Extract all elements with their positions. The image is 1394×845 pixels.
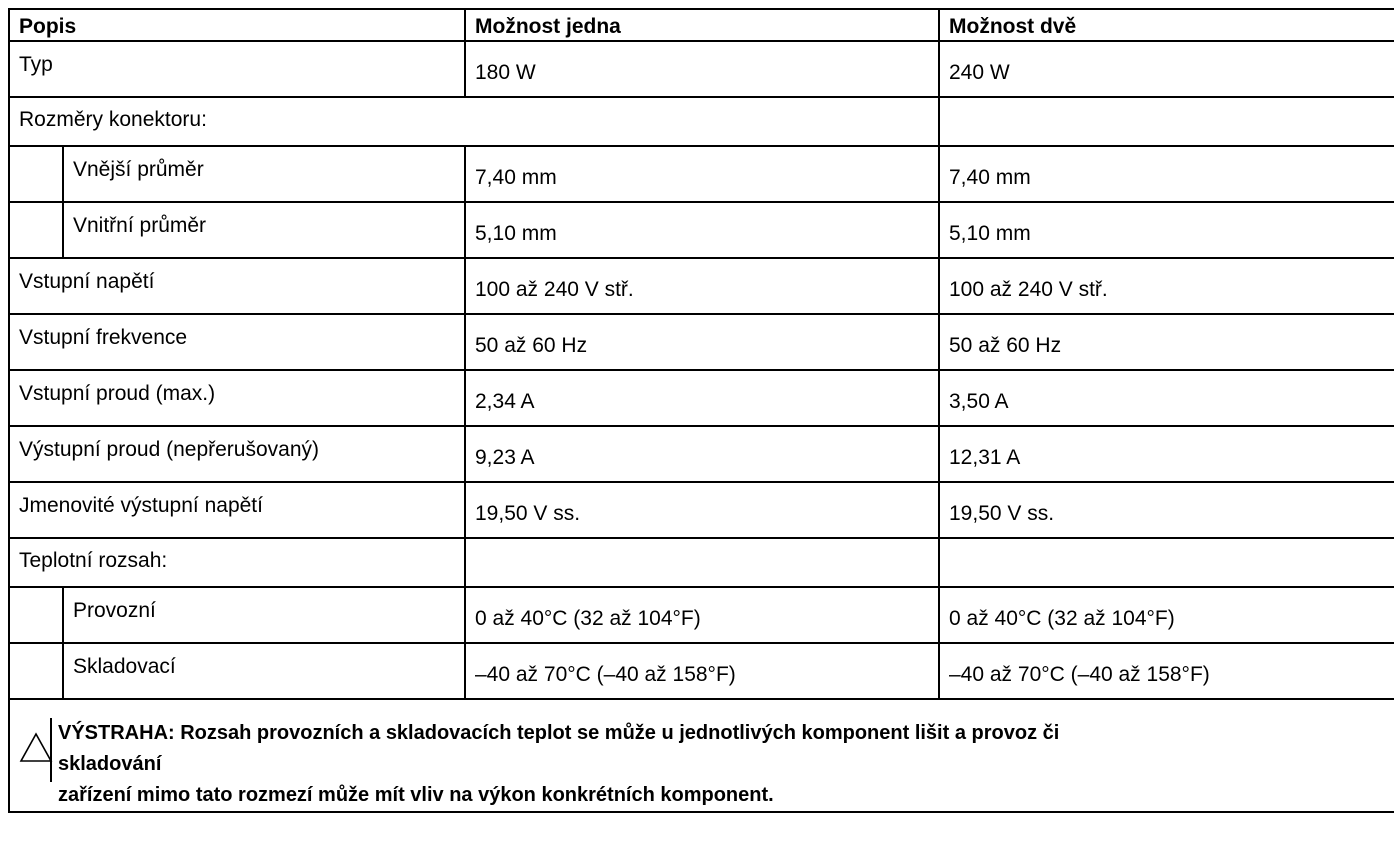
row-label-vnitrni: Vnitřní průměr (62, 201, 466, 259)
row-label-jmenovite: Jmenovité výstupní napětí (8, 481, 466, 539)
indent-cell (8, 586, 64, 644)
table-row: Vstupní napětí 100 až 240 V stř. 100 až … (8, 257, 1394, 315)
cell-vnitrni-option-1: 5,10 mm (464, 201, 940, 259)
empty-cell (938, 96, 1394, 147)
table-row: Rozměry konektoru: (8, 96, 1394, 147)
cell-provozni-option-1: 0 až 40°C (32 až 104°F) (464, 586, 940, 644)
cell-napeti-option-1: 100 až 240 V stř. (464, 257, 940, 315)
warning-triangle-icon (19, 732, 53, 762)
header-popis: Popis (8, 8, 466, 42)
table-row: Skladovací –40 až 70°C (–40 až 158°F) –4… (8, 642, 1394, 700)
cell-vystupni-proud-option-1: 9,23 A (464, 425, 940, 483)
cell-proud-option-1: 2,34 A (464, 369, 940, 427)
table-row: Typ 180 W 240 W (8, 40, 1394, 98)
cell-vnitrni-option-2: 5,10 mm (938, 201, 1394, 259)
cell-napeti-option-2: 100 až 240 V stř. (938, 257, 1394, 315)
cell-frekvence-option-2: 50 až 60 Hz (938, 313, 1394, 371)
cell-typ-option-1: 180 W (464, 40, 940, 98)
table-row: Vstupní frekvence 50 až 60 Hz 50 až 60 H… (8, 313, 1394, 371)
row-label-typ: Typ (8, 40, 466, 98)
empty-cell (938, 537, 1394, 588)
row-label-vnejsi: Vnější průměr (62, 145, 466, 203)
indent-cell (8, 201, 64, 259)
warning-cell: VÝSTRAHA: Rozsah provozních a skladovací… (8, 698, 1394, 813)
cell-typ-option-2: 240 W (938, 40, 1394, 98)
header-moznost-jedna: Možnost jedna (464, 8, 940, 42)
cell-frekvence-option-1: 50 až 60 Hz (464, 313, 940, 371)
table-row: Jmenovité výstupní napětí 19,50 V ss. 19… (8, 481, 1394, 539)
warning-note: VÝSTRAHA: Rozsah provozních a skladovací… (18, 718, 1394, 811)
table-row: Provozní 0 až 40°C (32 až 104°F) 0 až 40… (8, 586, 1394, 644)
cell-jmenovite-option-1: 19,50 V ss. (464, 481, 940, 539)
table-header-row: Popis Možnost jedna Možnost dvě (8, 8, 1394, 42)
section-label-rozmery: Rozměry konektoru: (8, 96, 940, 147)
row-label-frekvence: Vstupní frekvence (8, 313, 466, 371)
table-row: Vnější průměr 7,40 mm 7,40 mm (8, 145, 1394, 203)
section-label-teplotni: Teplotní rozsah: (8, 537, 466, 588)
cell-proud-option-2: 3,50 A (938, 369, 1394, 427)
table-row: Vstupní proud (max.) 2,34 A 3,50 A (8, 369, 1394, 427)
row-label-napeti: Vstupní napětí (8, 257, 466, 315)
cell-jmenovite-option-2: 19,50 V ss. (938, 481, 1394, 539)
cell-vnejsi-option-2: 7,40 mm (938, 145, 1394, 203)
indent-cell (8, 145, 64, 203)
header-moznost-dve: Možnost dvě (938, 8, 1394, 42)
warning-line-1: VÝSTRAHA: Rozsah provozních a skladovací… (58, 722, 1060, 775)
cell-skladovaci-option-1: –40 až 70°C (–40 až 158°F) (464, 642, 940, 700)
cell-provozni-option-2: 0 až 40°C (32 až 104°F) (938, 586, 1394, 644)
cell-skladovaci-option-2: –40 až 70°C (–40 až 158°F) (938, 642, 1394, 700)
table-row: Vnitřní průměr 5,10 mm 5,10 mm (8, 201, 1394, 259)
power-adapter-spec-table: Popis Možnost jedna Možnost dvě Typ 180 … (8, 8, 1394, 813)
cell-vystupni-proud-option-2: 12,31 A (938, 425, 1394, 483)
row-label-vystupni-proud: Výstupní proud (nepřerušovaný) (8, 425, 466, 483)
empty-cell (464, 537, 940, 588)
row-label-provozni: Provozní (62, 586, 466, 644)
row-label-skladovaci: Skladovací (62, 642, 466, 700)
warning-row: VÝSTRAHA: Rozsah provozních a skladovací… (8, 698, 1394, 813)
indent-cell (8, 642, 64, 700)
table-row: Výstupní proud (nepřerušovaný) 9,23 A 12… (8, 425, 1394, 483)
row-label-proud: Vstupní proud (max.) (8, 369, 466, 427)
cell-vnejsi-option-1: 7,40 mm (464, 145, 940, 203)
table-row: Teplotní rozsah: (8, 537, 1394, 588)
warning-text: VÝSTRAHA: Rozsah provozních a skladovací… (58, 718, 1158, 811)
warning-line-2: zařízení mimo tato rozmezí může mít vliv… (58, 784, 774, 806)
warning-divider (50, 718, 52, 782)
